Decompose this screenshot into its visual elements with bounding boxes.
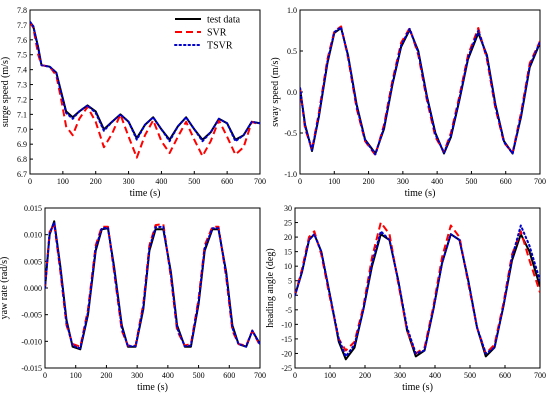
x-tick-label: 100 <box>324 371 336 380</box>
x-tick-label: 0 <box>43 371 47 380</box>
series-line-tsvr <box>30 20 260 143</box>
x-tick-label: 600 <box>499 371 511 380</box>
y-tick-label: -10 <box>281 320 292 329</box>
x-tick-label: 400 <box>431 177 443 186</box>
plot-frame <box>294 207 541 369</box>
x-tick-label: 200 <box>363 177 375 186</box>
series-line-tsvr <box>295 224 540 358</box>
x-tick-label: 500 <box>193 371 205 380</box>
x-tick-label: 100 <box>70 371 82 380</box>
y-tick-label: 0 <box>288 291 292 300</box>
y-tick-label: -25 <box>281 364 292 373</box>
series-line-tsvr <box>300 26 540 156</box>
y-tick-label: -1.0 <box>284 170 297 179</box>
chart-panel-1: 0 100 200 300 400 500 600 700 -1.0 -0.5 0.0 0.5 1.0 t… <box>270 6 546 199</box>
x-tick-label: 0 <box>298 177 302 186</box>
y-tick-label: 7.7 <box>17 21 27 30</box>
x-tick-label: 300 <box>394 371 406 380</box>
x-tick-label: 400 <box>429 371 441 380</box>
x-tick-label: 200 <box>100 371 112 380</box>
y-tick-label: 0.010 <box>24 231 42 240</box>
y-tick-label: 1.0 <box>287 6 297 15</box>
x-axis-label: time (s) <box>130 188 161 199</box>
y-tick-label: -0.015 <box>21 364 42 373</box>
series-line-tsvr <box>45 221 260 350</box>
x-tick-label: 700 <box>534 371 546 380</box>
y-tick-label: -20 <box>281 349 292 358</box>
y-tick-label: -5 <box>285 306 292 315</box>
x-tick-label: 100 <box>57 177 69 186</box>
y-tick-label: 7.5 <box>17 51 27 60</box>
x-tick-label: 600 <box>500 177 512 186</box>
y-tick-label: 7.0 <box>17 125 27 134</box>
x-tick-label: 400 <box>155 177 167 186</box>
y-tick-label: 0.015 <box>24 204 42 213</box>
x-tick-label: 300 <box>123 177 135 186</box>
x-axis-label: time (s) <box>402 382 433 393</box>
legend: test data SVR TSVR <box>174 15 241 52</box>
series-line-test-data <box>300 27 540 155</box>
x-tick-label: 200 <box>90 177 102 186</box>
y-tick-label: 15 <box>284 248 292 257</box>
chart-panel-3: 0 100 200 300 400 500 600 700 -25 -20 -15 -10 -5 0 5 10… <box>265 204 546 393</box>
y-axis-label: yaw rate (rad/s) <box>0 257 10 320</box>
y-tick-label: 6.9 <box>17 140 27 149</box>
y-tick-label: 10 <box>284 262 292 271</box>
y-tick-label: 0.000 <box>24 284 42 293</box>
y-axis-label: sway speed (m/s) <box>270 57 281 126</box>
chart-panel-2: 0 100 200 300 400 500 600 700 -0.015 -0.010 -0.005… <box>0 204 266 393</box>
y-tick-label: 30 <box>284 204 292 213</box>
y-tick-label: -15 <box>281 335 292 344</box>
chart-panel-0: 0 100 200 300 400 500 600 700 6.7 6.8 6.9 7.0 7.1 7.2… <box>0 6 266 199</box>
legend-label: TSVR <box>207 41 233 52</box>
series-line-svr <box>300 25 540 157</box>
x-tick-label: 500 <box>465 177 477 186</box>
legend-label: test data <box>207 15 241 26</box>
x-tick-label: 400 <box>162 371 174 380</box>
x-tick-label: 300 <box>397 177 409 186</box>
y-tick-label: 7.4 <box>17 66 27 75</box>
x-tick-label: 500 <box>464 371 476 380</box>
y-tick-label: 0.5 <box>287 47 297 56</box>
y-tick-label: 6.7 <box>17 170 27 179</box>
x-axis-label: time (s) <box>137 382 168 393</box>
x-tick-label: 0 <box>28 177 32 186</box>
y-tick-label: 6.8 <box>17 155 27 164</box>
plot-frame <box>29 9 261 175</box>
x-tick-label: 0 <box>293 371 297 380</box>
series-line-test-data <box>295 233 540 361</box>
x-tick-label: 700 <box>254 371 266 380</box>
y-tick-label: 7.8 <box>17 6 27 15</box>
y-tick-label: 7.3 <box>17 81 27 90</box>
y-tick-label: 25 <box>284 219 292 228</box>
x-tick-label: 600 <box>223 371 235 380</box>
x-tick-label: 200 <box>359 371 371 380</box>
y-axis-label: heading angle (deg) <box>265 248 276 327</box>
plot-frame <box>299 9 541 175</box>
legend-label: SVR <box>207 28 227 39</box>
y-tick-label: 0.0 <box>287 88 297 97</box>
y-tick-label: 7.1 <box>17 110 27 119</box>
y-tick-label: 7.6 <box>17 36 27 45</box>
y-tick-label: -0.5 <box>284 129 297 138</box>
x-tick-label: 500 <box>188 177 200 186</box>
y-tick-label: 7.2 <box>17 95 27 104</box>
x-tick-label: 700 <box>534 177 546 186</box>
y-axis-label: surge speed (m/s) <box>0 57 11 127</box>
x-tick-label: 100 <box>328 177 340 186</box>
y-tick-label: 5 <box>288 277 292 286</box>
x-tick-label: 300 <box>131 371 143 380</box>
x-tick-label: 700 <box>254 177 266 186</box>
series-line-svr <box>295 221 540 355</box>
y-tick-label: 20 <box>284 233 292 242</box>
y-tick-label: 0.005 <box>24 257 42 266</box>
y-tick-label: -0.010 <box>21 337 42 346</box>
x-axis-label: time (s) <box>405 188 436 199</box>
y-tick-label: -0.005 <box>21 311 42 320</box>
x-tick-label: 600 <box>221 177 233 186</box>
